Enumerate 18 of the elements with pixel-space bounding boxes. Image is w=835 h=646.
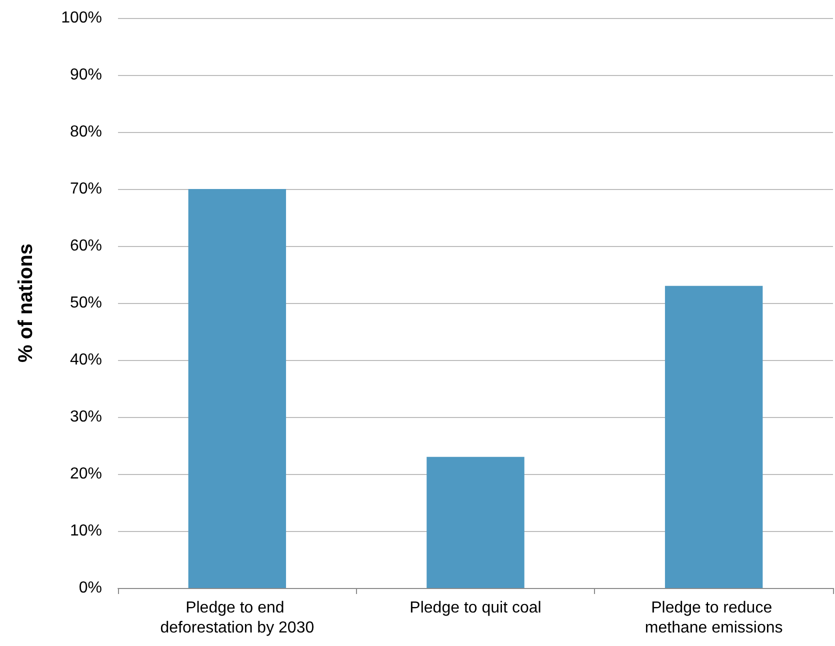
y-tick-label: 80% [70, 124, 102, 140]
y-tick-label: 30% [70, 408, 102, 426]
y-tick-label: 10% [70, 522, 102, 540]
bar [664, 286, 763, 588]
y-tick-label: 20% [70, 466, 102, 482]
y-tick-label: 0% [78, 580, 102, 596]
x-tick-label: Pledge to reduce methane emissions [644, 600, 783, 636]
y-tick-label: 70% [70, 180, 102, 198]
bar [426, 456, 524, 588]
y-tick-label: 60% [70, 238, 102, 254]
x-tick-label: Pledge to end deforestation by 2030 [160, 600, 314, 636]
y-tick-label: 40% [70, 352, 102, 368]
bar [188, 189, 286, 588]
y-tick-label: 90% [70, 66, 102, 84]
y-tick-label: 100% [61, 10, 102, 26]
y-tick-label: 50% [70, 294, 102, 312]
x-tick-label: Pledge to quit coal [410, 600, 542, 616]
y-axis-title: % of nations [15, 244, 37, 362]
